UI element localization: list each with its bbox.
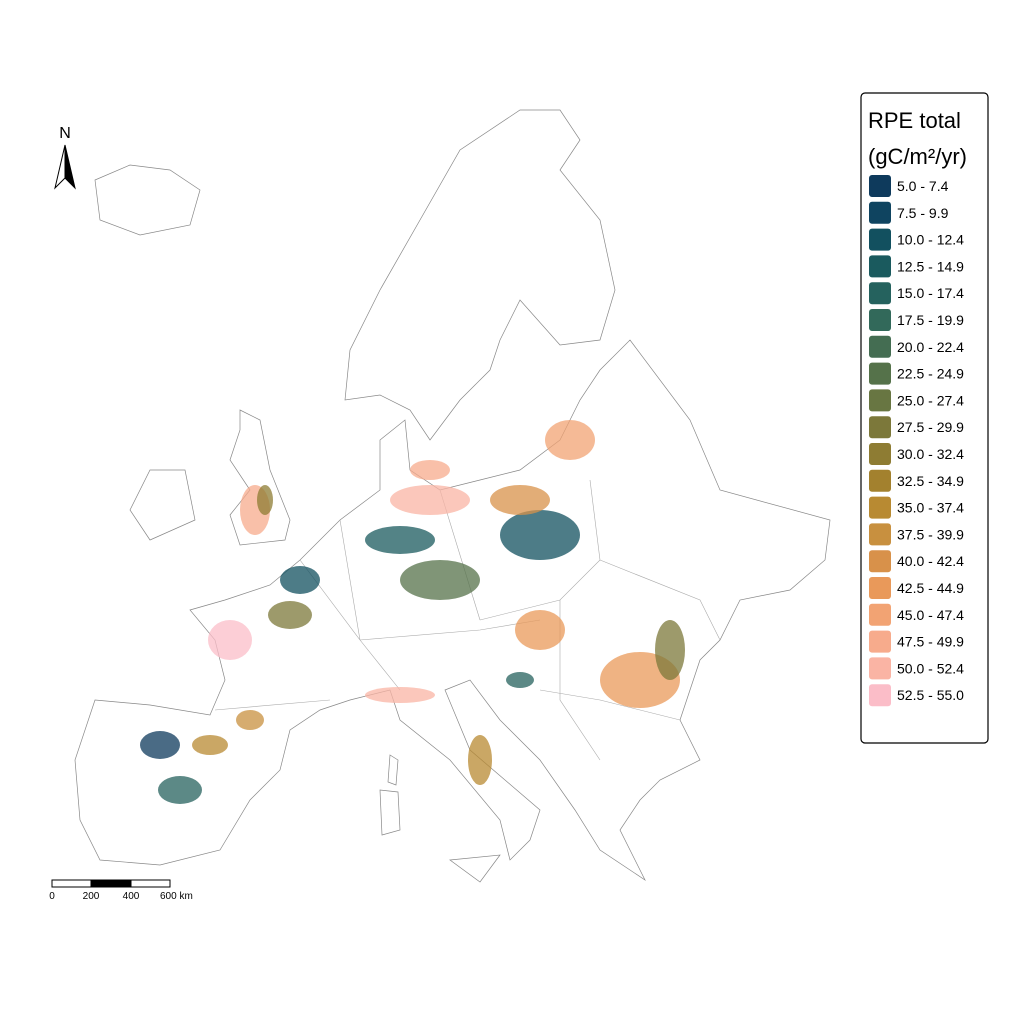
- legend-label: 5.0 - 7.4: [897, 178, 949, 194]
- country-borders: [214, 479, 721, 761]
- legend-label: 30.0 - 32.4: [897, 446, 964, 462]
- patch: [390, 485, 470, 515]
- legend-label: 25.0 - 27.4: [897, 392, 964, 408]
- patch: [506, 672, 534, 688]
- patch: [236, 710, 264, 730]
- legend-swatch: [869, 684, 891, 707]
- legend-swatch: [869, 255, 891, 278]
- sicily: [449, 854, 501, 883]
- patch: [410, 460, 450, 480]
- legend-label: 52.5 - 55.0: [897, 687, 964, 703]
- patch: [500, 510, 580, 560]
- legend-swatch: [869, 175, 891, 197]
- legend-swatch: [869, 630, 891, 653]
- patch: [192, 735, 228, 755]
- corsica: [387, 754, 399, 786]
- patch: [400, 560, 480, 600]
- legend-swatch: [869, 228, 891, 251]
- legend-label: 12.5 - 14.9: [897, 258, 964, 274]
- scale-label: 600 km: [160, 891, 193, 902]
- legend-swatch: [869, 550, 891, 573]
- patch: [257, 485, 273, 515]
- legend: RPE total (gC/m²/yr) 5.0 - 7.4 7.5 - 9.9 1…: [860, 92, 989, 744]
- patch: [208, 620, 252, 660]
- north-label: N: [59, 125, 71, 142]
- legend-label: 35.0 - 37.4: [897, 500, 964, 516]
- north-arrow-right: [64, 144, 76, 190]
- legend-label: 32.5 - 34.9: [897, 473, 964, 489]
- legend-swatch: [869, 362, 891, 385]
- legend-label: 10.0 - 12.4: [897, 232, 964, 248]
- patch: [515, 610, 565, 650]
- ireland: [129, 469, 196, 541]
- patch: [545, 420, 595, 460]
- legend-label: 7.5 - 9.9: [897, 205, 949, 221]
- legend-label: 22.5 - 24.9: [897, 366, 964, 382]
- north-arrow-left: [54, 144, 66, 190]
- scale-label: 400: [123, 891, 140, 902]
- legend-label: 42.5 - 44.9: [897, 580, 964, 596]
- legend-swatch: [869, 657, 891, 680]
- patch: [365, 526, 435, 554]
- patch: [280, 566, 320, 594]
- scale-segment: [130, 879, 171, 888]
- legend-box: [860, 92, 989, 744]
- legend-label: 47.5 - 49.9: [897, 634, 964, 650]
- north-arrow: N: [54, 125, 76, 190]
- legend-swatch: [869, 282, 891, 305]
- legend-label: 17.5 - 19.9: [897, 312, 964, 328]
- legend-label: 45.0 - 47.4: [897, 607, 964, 623]
- legend-swatch: [869, 577, 891, 599]
- sardinia: [379, 789, 401, 836]
- scale-segment: [90, 879, 132, 888]
- patch: [268, 601, 312, 629]
- patch: [468, 735, 492, 785]
- scale-label: 200: [83, 891, 100, 902]
- iceland: [94, 164, 201, 236]
- legend-label: 27.5 - 29.9: [897, 419, 964, 435]
- legend-swatch: [869, 443, 891, 465]
- patch: [140, 731, 180, 759]
- legend-swatch: [869, 603, 891, 626]
- patch: [158, 776, 202, 804]
- legend-swatch: [869, 416, 891, 439]
- legend-label: 50.0 - 52.4: [897, 660, 964, 676]
- patch: [365, 687, 435, 703]
- legend-title: (gC/m²/yr): [868, 144, 967, 169]
- legend-swatch: [869, 469, 891, 492]
- legend-swatch: [869, 201, 891, 224]
- legend-swatch: [869, 523, 891, 546]
- patch: [655, 620, 685, 680]
- rpe-patches: [140, 420, 685, 804]
- legend-label: 37.5 - 39.9: [897, 526, 964, 542]
- legend-title: RPE total: [868, 108, 961, 133]
- scale-bar: 0 200 400 600 km: [49, 879, 193, 902]
- patch: [490, 485, 550, 515]
- legend-label: 20.0 - 22.4: [897, 339, 964, 355]
- scale-segment: [51, 879, 92, 888]
- legend-swatch: [869, 309, 891, 331]
- legend-swatch: [869, 389, 891, 412]
- legend-label: 40.0 - 42.4: [897, 553, 964, 569]
- scandinavia: [344, 109, 616, 441]
- legend-swatch: [869, 335, 891, 358]
- legend-swatch: [869, 496, 891, 519]
- scale-label: 0: [49, 891, 55, 902]
- legend-label: 15.0 - 17.4: [897, 285, 964, 301]
